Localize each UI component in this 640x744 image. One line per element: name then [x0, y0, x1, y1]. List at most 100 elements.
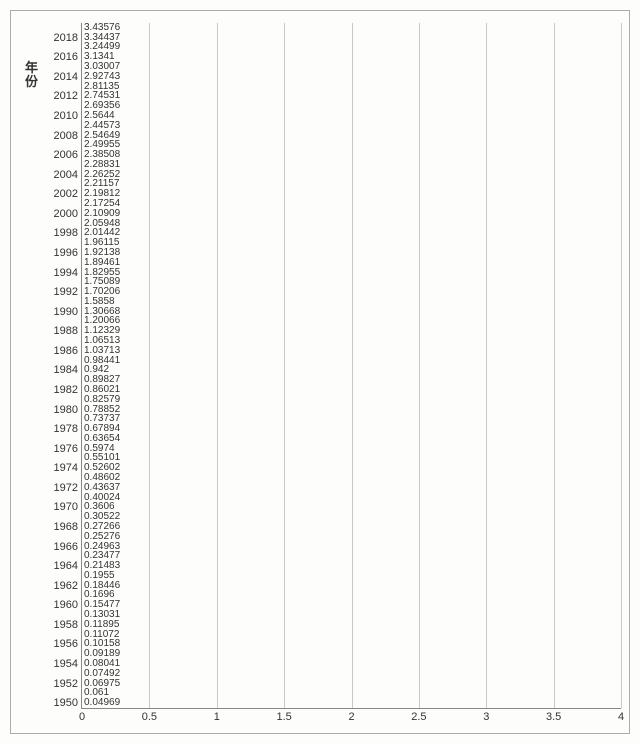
- value-label: 1.89461: [82, 258, 120, 268]
- y-tick-label: 1968: [54, 521, 82, 533]
- y-tick-label: 2018: [54, 32, 82, 44]
- gridline-v: [554, 23, 555, 708]
- value-label: 0.67894: [82, 424, 120, 434]
- value-label: 2.28831: [82, 160, 120, 170]
- value-label: 1.20066: [82, 316, 120, 326]
- value-label: 0.23477: [82, 551, 120, 561]
- value-label: 0.25276: [82, 532, 120, 542]
- y-tick-label: 1990: [54, 306, 82, 318]
- y-tick-label: 2016: [54, 51, 82, 63]
- value-label: 3.1341: [82, 52, 115, 62]
- value-label: 2.92743: [82, 72, 120, 82]
- value-label: 0.10158: [82, 639, 120, 649]
- value-label: 0.82579: [82, 395, 120, 405]
- value-label: 0.24963: [82, 542, 120, 552]
- x-tick-label: 0: [79, 708, 85, 723]
- y-tick-label: 1958: [54, 619, 82, 631]
- value-label: 2.5644: [82, 111, 115, 121]
- y-tick-label: 1980: [54, 404, 82, 416]
- value-label: 3.24499: [82, 42, 120, 52]
- value-label: 0.061: [82, 688, 109, 698]
- y-tick-label: 1956: [54, 638, 82, 650]
- y-axis-title: 年份: [25, 61, 39, 90]
- y-tick-label: 1976: [54, 443, 82, 455]
- y-tick-label: 1986: [54, 345, 82, 357]
- value-label: 0.11072: [82, 630, 119, 640]
- gridline-v: [352, 23, 353, 708]
- value-label: 0.63654: [82, 434, 120, 444]
- y-tick-label: 1954: [54, 658, 82, 670]
- value-label: 0.1696: [82, 590, 115, 600]
- x-tick-label: 3: [483, 708, 489, 723]
- value-label: 0.98441: [82, 356, 120, 366]
- value-label: 0.73737: [82, 414, 120, 424]
- value-label: 1.06513: [82, 336, 120, 346]
- x-tick-label: 0.5: [142, 708, 157, 723]
- value-label: 2.38508: [82, 150, 120, 160]
- value-label: 0.43637: [82, 483, 120, 493]
- value-label: 0.78852: [82, 405, 120, 415]
- y-tick-label: 1978: [54, 423, 82, 435]
- y-tick-label: 2002: [54, 188, 82, 200]
- chart-container: 年份 00.511.522.533.540.0496919500.0610.06…: [10, 10, 630, 734]
- value-label: 1.5858: [82, 297, 115, 307]
- value-label: 1.96115: [82, 238, 119, 248]
- value-label: 0.1955: [82, 571, 115, 581]
- value-label: 0.52602: [82, 463, 120, 473]
- y-tick-label: 1950: [54, 697, 82, 709]
- gridline-v: [217, 23, 218, 708]
- gridline-v: [621, 23, 622, 708]
- value-label: 1.82955: [82, 268, 120, 278]
- value-label: 0.89827: [82, 375, 120, 385]
- y-tick-label: 1964: [54, 560, 82, 572]
- value-label: 2.05948: [82, 219, 120, 229]
- value-label: 2.49955: [82, 140, 120, 150]
- gridline-v: [419, 23, 420, 708]
- y-tick-label: 1966: [54, 541, 82, 553]
- value-label: 1.70206: [82, 287, 120, 297]
- value-label: 1.12329: [82, 326, 120, 336]
- value-label: 0.5974: [82, 444, 115, 454]
- y-tick-label: 1974: [54, 462, 82, 474]
- value-label: 0.18446: [82, 581, 120, 591]
- value-label: 0.04969: [82, 698, 120, 708]
- y-tick-label: 1992: [54, 286, 82, 298]
- value-label: 0.07492: [82, 669, 120, 679]
- y-tick-label: 1960: [54, 599, 82, 611]
- value-label: 2.44573: [82, 121, 120, 131]
- x-tick-label: 4: [618, 708, 624, 723]
- y-tick-label: 2004: [54, 169, 82, 181]
- y-tick-label: 2010: [54, 110, 82, 122]
- value-label: 2.01442: [82, 228, 120, 238]
- value-label: 1.92138: [82, 248, 120, 258]
- value-label: 2.17254: [82, 199, 120, 209]
- value-label: 2.74531: [82, 91, 120, 101]
- value-label: 0.3606: [82, 502, 115, 512]
- value-label: 0.11895: [82, 620, 119, 630]
- value-label: 1.03713: [82, 346, 120, 356]
- value-label: 0.09189: [82, 649, 120, 659]
- value-label: 3.03007: [82, 62, 120, 72]
- x-tick-label: 2: [348, 708, 354, 723]
- value-label: 2.26252: [82, 170, 120, 180]
- y-tick-label: 1952: [54, 678, 82, 690]
- x-tick-label: 2.5: [411, 708, 426, 723]
- y-tick-label: 1996: [54, 247, 82, 259]
- y-tick-label: 1962: [54, 580, 82, 592]
- value-label: 0.21483: [82, 561, 120, 571]
- value-label: 2.19812: [82, 189, 120, 199]
- value-label: 0.30522: [82, 512, 120, 522]
- y-tick-label: 1994: [54, 267, 82, 279]
- y-tick-label: 2006: [54, 149, 82, 161]
- gridline-v: [149, 23, 150, 708]
- value-label: 3.43576: [82, 23, 120, 33]
- value-label: 2.21157: [82, 179, 119, 189]
- y-tick-label: 2012: [54, 90, 82, 102]
- x-tick-label: 3.5: [546, 708, 561, 723]
- x-tick-label: 1.5: [276, 708, 291, 723]
- value-label: 0.55101: [82, 453, 120, 463]
- value-label: 2.10909: [82, 209, 120, 219]
- value-label: 3.34437: [82, 33, 120, 43]
- y-tick-label: 1998: [54, 227, 82, 239]
- gridline-v: [486, 23, 487, 708]
